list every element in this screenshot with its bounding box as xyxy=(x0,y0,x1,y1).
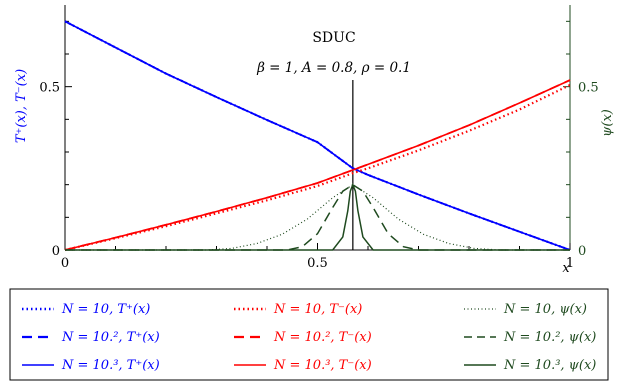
series-line-psi_1 xyxy=(65,183,570,251)
x-tick-label: 1 xyxy=(566,256,574,271)
series-line-tminus_3 xyxy=(64,79,571,251)
x-tick-label: 0.5 xyxy=(307,256,328,271)
legend-label-tminus_3: N = 10.³, T⁻(x) xyxy=(273,358,372,373)
y-axis-label-left: T⁺(x), T⁻(x) xyxy=(14,69,29,143)
legend-label-psi_1: N = 10, ψ(x) xyxy=(503,302,587,317)
chart-subtitle: β = 1, A = 0.8, ρ = 0.1 xyxy=(256,60,411,76)
y-left-tick-label: 0 xyxy=(52,244,60,259)
annotations: SDUC β = 1, A = 0.8, ρ = 0.1 x T⁺(x), T⁻… xyxy=(14,30,615,276)
series-line-tplus_2 xyxy=(64,20,571,251)
legend-label-tplus_2: N = 10.², T⁺(x) xyxy=(61,330,160,345)
legend-label-tplus_1: N = 10, T⁺(x) xyxy=(61,302,150,317)
chart-title: SDUC xyxy=(312,30,355,46)
y-axis-label-right: ψ(x) xyxy=(600,109,615,137)
series-line-psi_3 xyxy=(65,182,570,251)
legend-label-tminus_2: N = 10.², T⁻(x) xyxy=(273,330,372,345)
y-right-tick-label: 0.5 xyxy=(578,81,599,96)
legend-label-psi_3: N = 10.³, ψ(x) xyxy=(503,358,596,373)
legend-box xyxy=(9,288,609,381)
series-line-psi_2 xyxy=(65,183,570,251)
legend: N = 10, T⁺(x) N = 10, T⁻(x) N = 10, ψ(x) N … xyxy=(9,288,609,381)
plot-area: 0 0.5 100.500.5 xyxy=(39,5,599,271)
x-tick-label: 0 xyxy=(61,256,69,271)
y-right-tick-label: 0 xyxy=(578,244,586,259)
series-line-tminus_2 xyxy=(64,79,571,251)
y-left-tick-label: 0.5 xyxy=(39,81,60,96)
series-line-tplus_3 xyxy=(64,20,571,251)
legend-label-psi_2: N = 10.², ψ(x) xyxy=(503,330,596,345)
legend-label-tplus_3: N = 10.³, T⁺(x) xyxy=(61,358,160,373)
x-axis-label: x xyxy=(562,261,570,276)
series-line-tplus_1 xyxy=(64,20,571,252)
legend-label-tminus_1: N = 10, T⁻(x) xyxy=(273,302,362,317)
series-line-tminus_1 xyxy=(64,84,571,252)
